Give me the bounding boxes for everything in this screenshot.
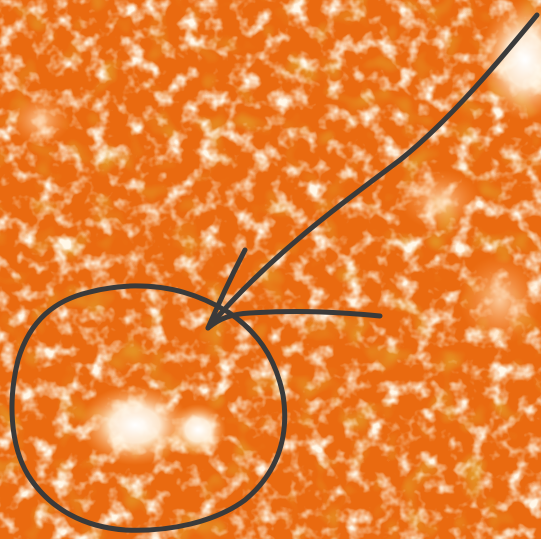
arrow-head (205, 247, 248, 331)
arrow-shaft (205, 12, 540, 331)
bright-spot (400, 170, 480, 230)
arrow-head (205, 309, 383, 331)
annotation (9, 12, 540, 533)
bright-spot (170, 404, 226, 456)
bright-spot (80, 385, 190, 465)
bright-spot (460, 255, 540, 345)
circle (9, 283, 288, 533)
bright-spot (10, 95, 70, 145)
